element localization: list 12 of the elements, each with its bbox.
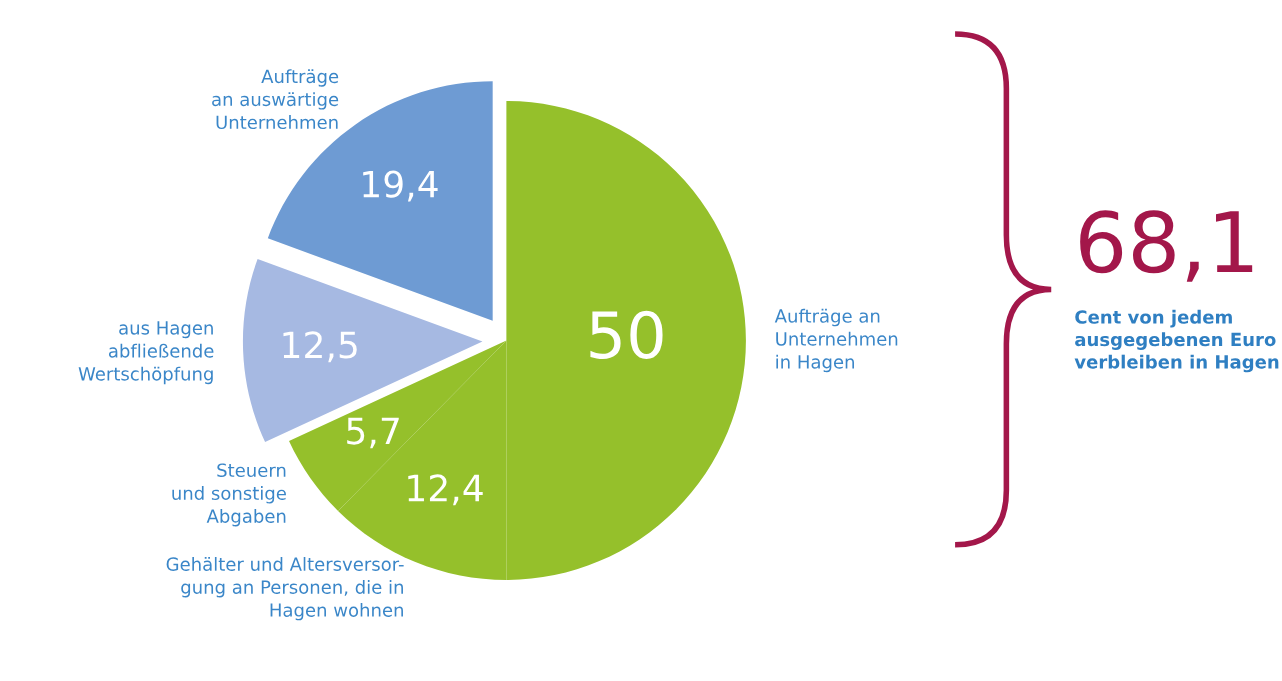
slice-label: Gehälter und Altersversor- gung an Personen, die in Hagen wohnen (166, 556, 404, 621)
slice-label: Steuern und sonstige Abgaben (172, 463, 286, 527)
data-label: 12,4 (408, 474, 483, 506)
slice-label: Aufträge an Unternehmen in Hagen (774, 308, 898, 373)
data-label: 19,4 (363, 170, 438, 202)
text: Cent von jedem ausgegebenen Euro verbleiben in Hagen (1074, 309, 1279, 373)
slice-label: aus Hagen abfließende Wertschöpfung (78, 321, 214, 385)
data-label: 5,7 (347, 417, 399, 449)
data-label: 12,5 (283, 331, 357, 363)
slice-label: Aufträge an auswärtige Unternehmen (212, 69, 339, 130)
text: 68,1 (1080, 210, 1253, 282)
data-label: 50 (590, 310, 663, 360)
